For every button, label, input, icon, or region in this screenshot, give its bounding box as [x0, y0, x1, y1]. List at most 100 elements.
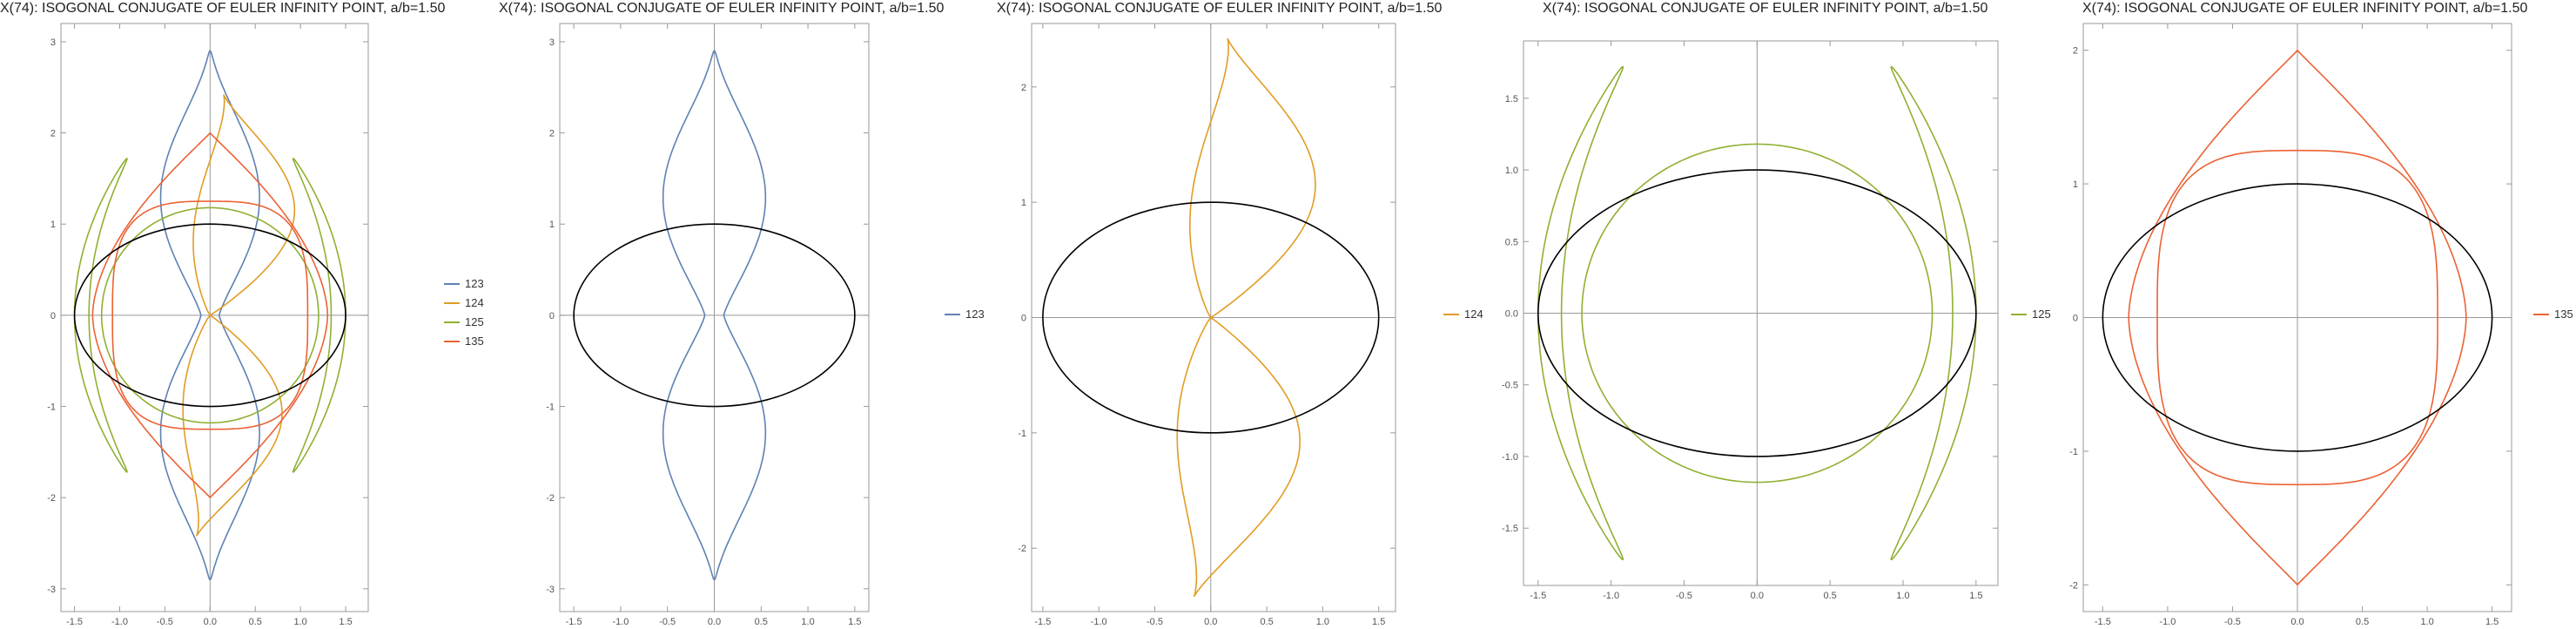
- x-tick-label: 1.5: [1372, 617, 1385, 627]
- y-tick-label: 2: [2073, 46, 2078, 57]
- plot-area: [73, 50, 346, 581]
- x-tick-label: -1.5: [66, 617, 83, 627]
- legend-label-135: 135: [2554, 308, 2573, 321]
- x-tick-label: -1.0: [111, 617, 128, 627]
- y-tick-label: 1.5: [1505, 94, 1518, 105]
- x-tick-label: 1.0: [1316, 617, 1329, 627]
- x-tick-label: 1.5: [848, 617, 861, 627]
- x-tick-label: -1.5: [1530, 591, 1546, 601]
- series-135-curve: [2156, 149, 2438, 486]
- x-tick-label: 0.5: [755, 617, 768, 627]
- plot-area: [573, 50, 856, 581]
- legend-label-125: 125: [2032, 308, 2051, 321]
- x-tick-label: 0.5: [2356, 617, 2369, 627]
- y-tick-label: -1.0: [1502, 452, 1518, 463]
- x-tick-label: -0.5: [157, 617, 173, 627]
- plot-area: [1042, 37, 1380, 598]
- reference-ellipse: [1537, 169, 1977, 457]
- x-tick-label: 1.5: [2485, 617, 2499, 627]
- x-tick-label: -1.5: [1034, 617, 1051, 627]
- x-tick-label: 0.5: [249, 617, 262, 627]
- chart-panel-3: X(74): ISOGONAL CONJUGATE OF EULER INFIN…: [997, 1, 1483, 627]
- y-tick-label: -2: [2069, 580, 2078, 591]
- x-tick-label: -1.0: [612, 617, 629, 627]
- chart-title: X(74): ISOGONAL CONJUGATE OF EULER INFIN…: [2082, 1, 2527, 16]
- y-tick-label: -1: [546, 402, 555, 413]
- y-tick-label: -3: [47, 585, 56, 595]
- reference-ellipse: [73, 223, 346, 408]
- y-tick-label: 1: [549, 220, 555, 230]
- series-135-curve: [2128, 48, 2467, 587]
- y-tick-label: 1: [50, 220, 56, 230]
- legend-label-124: 124: [1464, 308, 1483, 321]
- x-tick-label: 1.0: [1896, 591, 1909, 601]
- x-tick-label: 0.0: [2290, 617, 2304, 627]
- legend-label-123: 123: [465, 277, 484, 290]
- y-tick-label: 0.0: [1505, 309, 1518, 320]
- series-125-curve: [100, 206, 319, 424]
- plot-area: [1537, 65, 1977, 561]
- x-tick-label: 1.0: [2420, 617, 2433, 627]
- y-tick-label: -1.5: [1502, 524, 1518, 534]
- x-tick-label: 1.0: [293, 617, 306, 627]
- x-tick-label: 0.0: [1204, 617, 1217, 627]
- y-tick-label: 0: [1021, 314, 1026, 324]
- y-tick-label: -2: [1018, 544, 1026, 554]
- reference-ellipse: [1042, 201, 1380, 434]
- legend-label-135: 135: [465, 335, 484, 348]
- y-tick-label: 0: [2073, 314, 2078, 324]
- x-tick-label: 0.0: [204, 617, 217, 627]
- chart-title: X(74): ISOGONAL CONJUGATE OF EULER INFIN…: [0, 1, 445, 16]
- y-tick-label: 0: [50, 311, 56, 321]
- chart-title: X(74): ISOGONAL CONJUGATE OF EULER INFIN…: [997, 1, 1442, 16]
- y-tick-label: 2: [1021, 83, 1026, 93]
- y-tick-label: -1: [1018, 429, 1026, 439]
- series-125-curve: [1581, 143, 1934, 484]
- y-tick-label: -2: [47, 493, 56, 504]
- chart-panel-2: X(74): ISOGONAL CONJUGATE OF EULER INFIN…: [499, 1, 985, 627]
- chart-title: X(74): ISOGONAL CONJUGATE OF EULER INFIN…: [1543, 1, 1987, 16]
- chart-panel-5: X(74): ISOGONAL CONJUGATE OF EULER INFIN…: [2069, 1, 2573, 627]
- x-tick-label: -0.5: [2224, 617, 2241, 627]
- y-tick-label: 0.5: [1505, 237, 1518, 247]
- reference-ellipse: [2102, 183, 2493, 452]
- y-tick-label: 3: [549, 37, 555, 48]
- x-tick-label: -1.0: [1603, 591, 1619, 601]
- series-124-curve: [1176, 37, 1316, 598]
- x-tick-label: -1.5: [566, 617, 582, 627]
- x-tick-label: -0.5: [1676, 591, 1692, 601]
- x-tick-label: 0.5: [1260, 617, 1273, 627]
- x-tick-label: -1.0: [2159, 617, 2176, 627]
- plot-area: [2102, 48, 2493, 587]
- series-125-curve: [1537, 65, 1624, 561]
- y-tick-label: 1: [2073, 179, 2078, 190]
- chart-title: X(74): ISOGONAL CONJUGATE OF EULER INFIN…: [499, 1, 944, 16]
- series-125-curve: [73, 157, 128, 473]
- series-135-curve: [91, 132, 329, 499]
- x-tick-label: -1.5: [2095, 617, 2111, 627]
- y-tick-label: 0: [549, 311, 555, 321]
- x-tick-label: -1.0: [1091, 617, 1107, 627]
- y-tick-label: -1: [47, 402, 56, 413]
- x-tick-label: 1.5: [339, 617, 352, 627]
- series-125-curve: [292, 157, 346, 473]
- legend-label-124: 124: [465, 296, 484, 309]
- x-tick-label: 0.5: [1824, 591, 1837, 601]
- y-tick-label: -0.5: [1502, 381, 1518, 391]
- chart-panel-4: X(74): ISOGONAL CONJUGATE OF EULER INFIN…: [1502, 1, 2051, 601]
- legend-label-125: 125: [465, 315, 484, 328]
- y-tick-label: -3: [546, 585, 555, 595]
- reference-ellipse: [573, 223, 856, 408]
- x-tick-label: 1.0: [801, 617, 814, 627]
- x-tick-label: -0.5: [1147, 617, 1163, 627]
- y-tick-label: 1.0: [1505, 166, 1518, 176]
- x-tick-label: 1.5: [1969, 591, 1982, 601]
- y-tick-label: 2: [549, 129, 555, 139]
- y-tick-label: -2: [546, 493, 555, 504]
- y-tick-label: 2: [50, 129, 56, 139]
- series-123-curve: [662, 50, 767, 581]
- x-tick-label: 0.0: [1751, 591, 1764, 601]
- series-135-curve: [111, 200, 309, 430]
- series-125-curve: [1890, 65, 1977, 561]
